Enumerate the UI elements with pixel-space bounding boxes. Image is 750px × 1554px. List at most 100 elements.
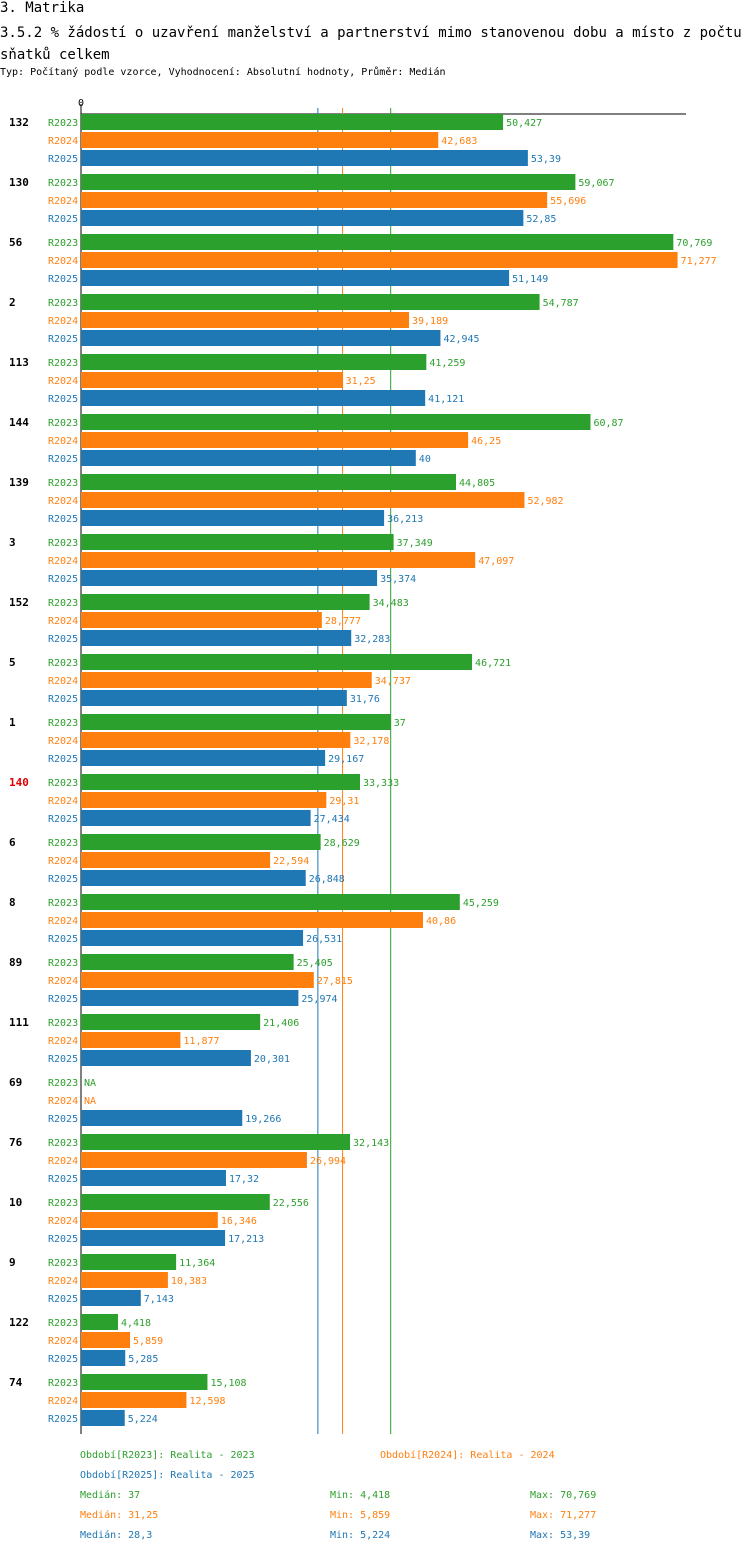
bar-r2023-74 bbox=[81, 1374, 208, 1390]
value-label: 5,859 bbox=[133, 1336, 163, 1347]
series-label: R2024 bbox=[48, 376, 78, 387]
legend-max-2023: Max: 70,769 bbox=[530, 1490, 597, 1501]
series-label: R2025 bbox=[48, 1234, 78, 1245]
series-label: R2024 bbox=[48, 1336, 78, 1347]
bar-r2025-74 bbox=[81, 1410, 125, 1426]
value-label: 27,815 bbox=[317, 976, 353, 987]
value-label: 41,259 bbox=[429, 358, 465, 369]
series-label: R2024 bbox=[48, 1156, 78, 1167]
value-label: 42,945 bbox=[443, 334, 479, 345]
series-label: R2025 bbox=[48, 814, 78, 825]
bar-r2024-130 bbox=[81, 192, 548, 208]
value-label: 45,259 bbox=[463, 898, 499, 909]
bar-r2025-69 bbox=[81, 1110, 243, 1126]
series-label: R2023 bbox=[48, 238, 78, 249]
bar-r2023-76 bbox=[81, 1134, 351, 1150]
bar-r2025-130 bbox=[81, 210, 524, 226]
series-label: R2025 bbox=[48, 1354, 78, 1365]
series-label: R2024 bbox=[48, 736, 78, 747]
bar-r2023-8 bbox=[81, 894, 460, 910]
series-label: R2025 bbox=[48, 754, 78, 765]
value-label: 70,769 bbox=[676, 238, 712, 249]
legend-period-2025: Období[R2025]: Realita - 2025 bbox=[80, 1470, 255, 1481]
bar-r2025-113 bbox=[81, 390, 426, 406]
category-label: 2 bbox=[9, 296, 16, 309]
bar-r2023-152 bbox=[81, 594, 370, 610]
legend-median-2024: Medián: 31,25 bbox=[80, 1510, 159, 1521]
value-label: 41,121 bbox=[428, 394, 464, 405]
series-label: R2023 bbox=[48, 418, 78, 429]
bar-r2024-3 bbox=[81, 552, 476, 568]
bar-r2025-10 bbox=[81, 1230, 226, 1246]
value-label: 52,85 bbox=[526, 214, 556, 225]
value-label: 71,277 bbox=[681, 256, 717, 267]
series-label: R2023 bbox=[48, 118, 78, 129]
value-label: 51,149 bbox=[512, 274, 548, 285]
value-label: 46,721 bbox=[475, 658, 511, 669]
category-label: 56 bbox=[9, 236, 23, 249]
value-label: NA bbox=[84, 1096, 96, 1107]
value-label: 27,434 bbox=[314, 814, 350, 825]
value-label: 34,483 bbox=[373, 598, 409, 609]
bar-r2023-144 bbox=[81, 414, 591, 430]
series-label: R2025 bbox=[48, 1414, 78, 1425]
value-label: 4,418 bbox=[121, 1318, 151, 1329]
bar-r2025-3 bbox=[81, 570, 378, 586]
series-label: R2024 bbox=[48, 916, 78, 927]
bar-r2023-5 bbox=[81, 654, 473, 670]
value-label: 19,266 bbox=[245, 1114, 281, 1125]
series-label: R2024 bbox=[48, 136, 78, 147]
series-label: R2024 bbox=[48, 676, 78, 687]
bar-r2023-2 bbox=[81, 294, 540, 310]
value-label: 26,848 bbox=[309, 874, 345, 885]
bar-r2024-113 bbox=[81, 372, 343, 388]
value-label: 11,877 bbox=[183, 1036, 219, 1047]
value-label: 44,805 bbox=[459, 478, 495, 489]
section-title: 3. Matrika bbox=[0, 0, 85, 16]
legend-period-2023: Období[R2023]: Realita - 2023 bbox=[80, 1450, 255, 1461]
bar-r2024-9 bbox=[81, 1272, 168, 1288]
value-label: 22,594 bbox=[273, 856, 309, 867]
value-label: 40 bbox=[419, 454, 431, 465]
bar-r2023-111 bbox=[81, 1014, 261, 1030]
value-label: 5,285 bbox=[128, 1354, 158, 1365]
series-label: R2023 bbox=[48, 838, 78, 849]
bar-r2023-56 bbox=[81, 234, 674, 250]
series-label: R2024 bbox=[48, 1276, 78, 1287]
series-label: R2024 bbox=[48, 1096, 78, 1107]
series-label: R2025 bbox=[48, 154, 78, 165]
bar-r2025-9 bbox=[81, 1290, 141, 1306]
bar-r2023-139 bbox=[81, 474, 457, 490]
series-label: R2025 bbox=[48, 934, 78, 945]
value-label: 59,067 bbox=[578, 178, 614, 189]
series-label: R2023 bbox=[48, 718, 78, 729]
value-label: 21,406 bbox=[263, 1018, 299, 1029]
legend-period-2024: Období[R2024]: Realita - 2024 bbox=[380, 1450, 555, 1461]
legend-min-2025: Min: 5,224 bbox=[330, 1530, 391, 1541]
category-label: 76 bbox=[9, 1136, 23, 1149]
value-label: NA bbox=[84, 1078, 96, 1089]
series-label: R2023 bbox=[48, 1318, 78, 1329]
category-label: 74 bbox=[9, 1376, 23, 1389]
category-label: 1 bbox=[9, 716, 16, 729]
axis-zero-label: 0 bbox=[78, 98, 84, 109]
bar-r2023-132 bbox=[81, 114, 504, 130]
bar-r2025-2 bbox=[81, 330, 441, 346]
series-label: R2023 bbox=[48, 778, 78, 789]
bar-r2023-122 bbox=[81, 1314, 118, 1330]
value-label: 33,333 bbox=[363, 778, 399, 789]
series-label: R2024 bbox=[48, 976, 78, 987]
series-label: R2023 bbox=[48, 1258, 78, 1269]
bar-r2025-139 bbox=[81, 510, 385, 526]
legend-min-2024: Min: 5,859 bbox=[330, 1510, 391, 1521]
value-label: 60,87 bbox=[593, 418, 623, 429]
series-label: R2024 bbox=[48, 436, 78, 447]
series-label: R2023 bbox=[48, 298, 78, 309]
series-label: R2024 bbox=[48, 796, 78, 807]
value-label: 11,364 bbox=[179, 1258, 215, 1269]
value-label: 20,301 bbox=[254, 1054, 290, 1065]
category-label: 132 bbox=[9, 116, 29, 129]
value-label: 28,777 bbox=[325, 616, 361, 627]
series-label: R2025 bbox=[48, 1114, 78, 1125]
category-label: 5 bbox=[9, 656, 16, 669]
